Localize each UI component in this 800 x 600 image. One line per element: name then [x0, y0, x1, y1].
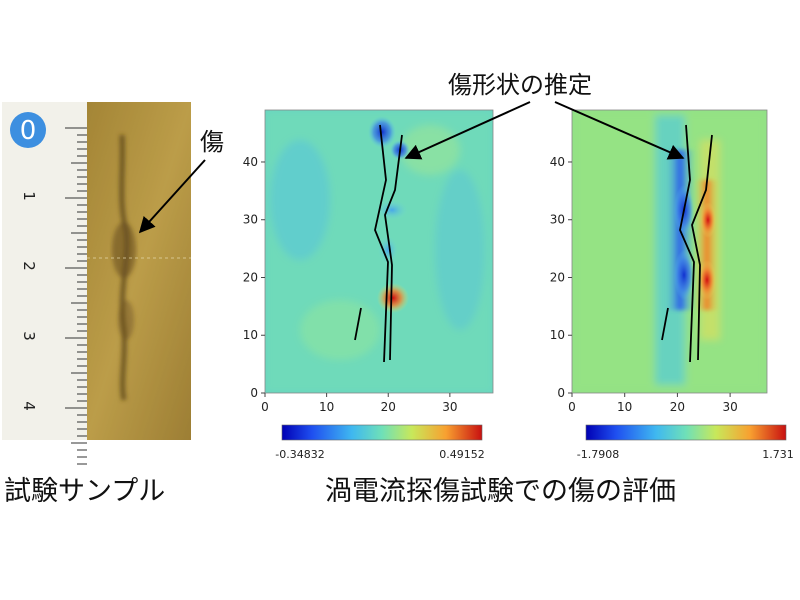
sample-specimen — [87, 102, 191, 440]
ruler-number-3: 3 — [20, 331, 38, 341]
red-anomaly — [698, 260, 716, 300]
zero-badge-label: 0 — [20, 116, 37, 146]
colorbar-min-label: -1.7908 — [577, 448, 619, 461]
x-tick-label: 0 — [568, 400, 576, 414]
crack-fragment-line — [661, 307, 669, 341]
x-tick-label: 10 — [617, 400, 632, 414]
colorbar-gradient — [281, 424, 483, 441]
x-tick-label: 30 — [722, 400, 737, 414]
flaw-mark — [112, 134, 136, 401]
red-anomaly — [700, 202, 716, 238]
eddy-current-map-1: 0 10 20 30 0 10 20 30 40 — [243, 109, 494, 414]
ruler-number-2: 2 — [20, 261, 38, 271]
colorbar-2: -1.7908 1.731 — [577, 424, 794, 461]
y-tick-label: 40 — [243, 155, 258, 169]
plot-frame — [571, 109, 768, 394]
test-sample-photo: 0 1 2 3 4 — [2, 102, 191, 465]
crack-estimate-line — [374, 124, 389, 363]
x-tick-label: 20 — [670, 400, 685, 414]
plot-frame — [264, 109, 494, 394]
shape-estimate-label: 傷形状の推定 — [448, 71, 592, 99]
blue-anomaly — [674, 250, 694, 300]
blue-anomaly — [368, 116, 396, 148]
shape-estimate-arrow-right — [554, 101, 685, 160]
zero-badge — [10, 112, 46, 148]
ruler-ticks — [65, 127, 87, 465]
y-tick-label: 30 — [243, 213, 258, 227]
x-tick-label: 0 — [261, 400, 269, 414]
ruler — [2, 102, 90, 440]
crack-estimate-line — [384, 134, 403, 361]
y-tick-label: 40 — [550, 155, 565, 169]
test-sample-caption: 試験サンプル — [4, 476, 165, 507]
flaw-label: 傷 — [200, 128, 224, 156]
shape-estimate-arrow-left — [404, 101, 531, 160]
y-tick-label: 10 — [243, 328, 258, 342]
eddy-current-map-2: 0 10 20 30 0 10 20 30 40 — [550, 109, 768, 414]
colorbar-min-label: -0.34832 — [275, 448, 324, 461]
plot-axes: 0 10 20 30 0 10 20 30 40 — [243, 155, 458, 414]
light-blue-anomaly — [376, 200, 408, 220]
light-blue-anomaly — [378, 236, 398, 264]
y-tick-label: 10 — [550, 328, 565, 342]
x-tick-label: 10 — [319, 400, 334, 414]
colorbar-max-label: 0.49152 — [439, 448, 485, 461]
colorbar-max-label: 1.731 — [762, 448, 794, 461]
y-tick-label: 20 — [550, 270, 565, 284]
ruler-number-1: 1 — [20, 191, 38, 201]
y-tick-label: 20 — [243, 270, 258, 284]
evaluation-caption: 渦電流探傷試験での傷の評価 — [325, 476, 676, 507]
y-tick-label: 0 — [250, 386, 258, 400]
crack-estimate-line — [679, 124, 695, 363]
plot-axes: 0 10 20 30 0 10 20 30 40 — [550, 155, 738, 414]
crack-estimate-line — [691, 134, 713, 361]
ruler-number-4: 4 — [20, 401, 38, 411]
colorbar-1: -0.34832 0.49152 — [275, 424, 485, 461]
y-tick-label: 30 — [550, 213, 565, 227]
x-tick-label: 30 — [442, 400, 457, 414]
crack-fragment-line — [354, 307, 362, 341]
x-tick-label: 20 — [381, 400, 396, 414]
flaw-arrow — [138, 159, 206, 234]
red-anomaly — [377, 283, 409, 313]
sample-shade — [87, 102, 191, 440]
colorbar-gradient — [585, 424, 787, 441]
y-tick-label: 0 — [557, 386, 565, 400]
